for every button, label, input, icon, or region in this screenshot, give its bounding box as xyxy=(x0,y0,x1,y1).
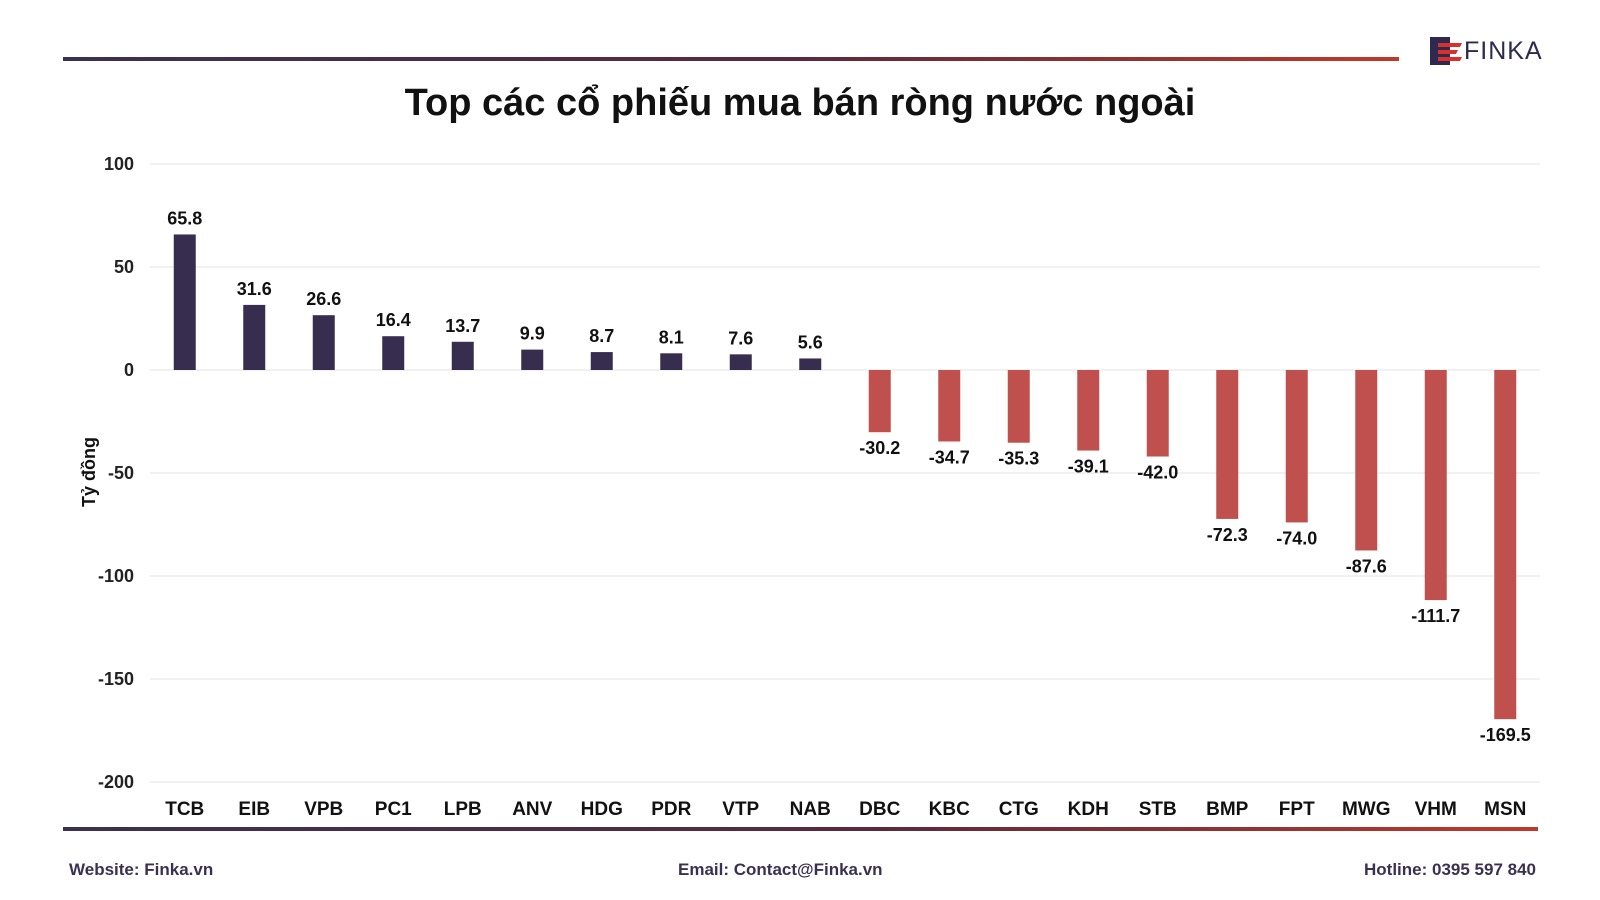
data-label: 26.6 xyxy=(306,289,341,309)
data-label: 8.1 xyxy=(659,327,684,347)
x-tick-label: VHM xyxy=(1415,799,1457,820)
data-label: -111.7 xyxy=(1411,606,1460,626)
y-axis-label: Tỷ đồng xyxy=(79,437,99,507)
x-tick-label: VTP xyxy=(722,799,759,820)
y-tick-label: 50 xyxy=(114,257,134,277)
x-tick-label: BMP xyxy=(1206,799,1249,820)
data-label: -39.1 xyxy=(1068,457,1109,477)
x-tick-label: CTG xyxy=(999,799,1039,820)
bar-vtp xyxy=(729,354,752,370)
bar-lpb xyxy=(451,341,474,370)
bar-pdr xyxy=(660,353,683,370)
chart-title: Top các cổ phiếu mua bán ròng nước ngoài xyxy=(404,82,1196,124)
data-label: 8.7 xyxy=(589,326,614,346)
data-label: 5.6 xyxy=(798,332,823,352)
data-label: 65.8 xyxy=(167,208,202,228)
logo-text: FINKA xyxy=(1464,36,1543,65)
bar-eib xyxy=(243,304,266,370)
bar-kdh xyxy=(1077,370,1100,451)
data-label: -169.5 xyxy=(1480,725,1531,745)
data-label: -87.6 xyxy=(1346,556,1387,576)
finka-logo: FINKA xyxy=(1430,34,1543,68)
x-tick-label: MWG xyxy=(1342,799,1391,820)
bar-tcb xyxy=(173,234,196,370)
x-tick-label: KBC xyxy=(929,799,970,820)
footer-email: Email: Contact@Finka.vn xyxy=(678,860,883,879)
bar-dbc xyxy=(868,370,891,433)
x-tick-label: PDR xyxy=(651,799,691,820)
x-tick-label: ANV xyxy=(512,799,552,820)
data-label: 13.7 xyxy=(445,316,480,336)
bar-nab xyxy=(799,358,822,370)
bar-mwg xyxy=(1355,370,1378,551)
finka-logo-icon xyxy=(1430,37,1462,65)
bar-anv xyxy=(521,349,544,370)
bar-vhm xyxy=(1424,370,1447,601)
x-tick-label: FPT xyxy=(1279,799,1315,820)
x-tick-label: DBC xyxy=(859,799,900,820)
x-tick-label: EIB xyxy=(238,799,270,820)
x-tick-label: MSN xyxy=(1484,799,1526,820)
x-tick-label: TCB xyxy=(165,799,204,820)
bar-pc1 xyxy=(382,336,405,370)
data-label: -74.0 xyxy=(1276,528,1317,548)
x-tick-label: HDG xyxy=(581,799,623,820)
bar-ctg xyxy=(1007,370,1030,443)
x-tick-label: VPB xyxy=(304,799,343,820)
data-label: -30.2 xyxy=(859,438,900,458)
bar-bmp xyxy=(1216,370,1239,519)
x-tick-label: PC1 xyxy=(375,799,412,820)
bar-stb xyxy=(1146,370,1169,457)
y-tick-label: -50 xyxy=(108,463,134,483)
y-tick-label: -100 xyxy=(98,566,134,586)
x-tick-label: LPB xyxy=(444,799,482,820)
x-tick-label: STB xyxy=(1139,799,1177,820)
data-label: -72.3 xyxy=(1207,525,1248,545)
data-label: 7.6 xyxy=(728,328,753,348)
bar-fpt xyxy=(1285,370,1308,523)
data-label: -42.0 xyxy=(1137,463,1178,483)
y-tick-label: -150 xyxy=(98,669,134,689)
y-tick-label: 0 xyxy=(124,360,134,380)
data-label: 9.9 xyxy=(520,324,545,344)
bottom-divider xyxy=(63,827,1538,831)
data-label: 31.6 xyxy=(237,279,272,299)
footer-hotline: Hotline: 0395 597 840 xyxy=(1364,860,1536,879)
footer-website: Website: Finka.vn xyxy=(69,860,214,879)
bar-vpb xyxy=(312,315,335,370)
bar-hdg xyxy=(590,352,613,370)
bar-kbc xyxy=(938,370,961,442)
y-tick-label: 100 xyxy=(104,154,134,174)
x-tick-label: KDH xyxy=(1068,799,1109,820)
data-label: -35.3 xyxy=(998,449,1039,469)
data-label: -34.7 xyxy=(929,447,970,467)
bar-msn xyxy=(1494,370,1517,720)
y-tick-label: -200 xyxy=(98,772,134,792)
x-tick-label: NAB xyxy=(790,799,831,820)
data-label: 16.4 xyxy=(376,310,411,330)
top-divider xyxy=(63,57,1399,61)
